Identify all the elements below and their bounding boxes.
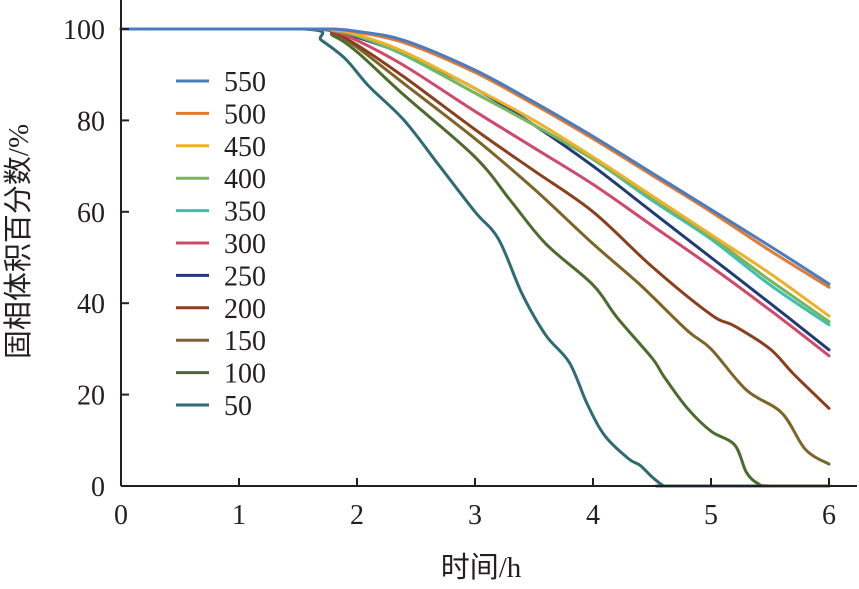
legend-label: 100 — [224, 359, 266, 390]
axes — [120, 0, 857, 487]
legend-label: 50 — [224, 391, 252, 422]
y-axis-title: 固相体积百分数/% — [2, 124, 35, 359]
y-tick-label: 100 — [63, 15, 105, 46]
x-tick-label: 1 — [232, 500, 246, 531]
y-tick-label: 20 — [77, 381, 105, 412]
series-line-100 — [119, 27, 831, 488]
x-tick-label: 4 — [586, 500, 600, 531]
x-tick-label: 5 — [704, 500, 718, 531]
x-tick-label: 2 — [350, 500, 364, 531]
legend-label: 150 — [224, 326, 266, 357]
legend-label: 400 — [224, 164, 266, 195]
legend-label: 300 — [224, 229, 266, 260]
y-tick-label: 80 — [77, 106, 105, 137]
series-line-50 — [119, 27, 831, 488]
x-axis-title: 时间/h — [441, 551, 522, 584]
x-tick-label: 3 — [468, 500, 482, 531]
legend-label: 450 — [224, 132, 266, 163]
legend-label: 550 — [224, 67, 266, 98]
y-tick-label: 60 — [77, 198, 105, 229]
y-tick-label: 0 — [91, 472, 105, 503]
series-line-550 — [119, 27, 831, 286]
x-tick-label: 6 — [822, 500, 836, 531]
legend-label: 350 — [224, 197, 266, 228]
y-tick-label: 40 — [77, 289, 105, 320]
x-tick-label: 0 — [114, 500, 128, 531]
legend-label: 500 — [224, 99, 266, 130]
series-layer — [119, 27, 831, 488]
legend-label: 200 — [224, 294, 266, 325]
legend-label: 250 — [224, 261, 266, 292]
